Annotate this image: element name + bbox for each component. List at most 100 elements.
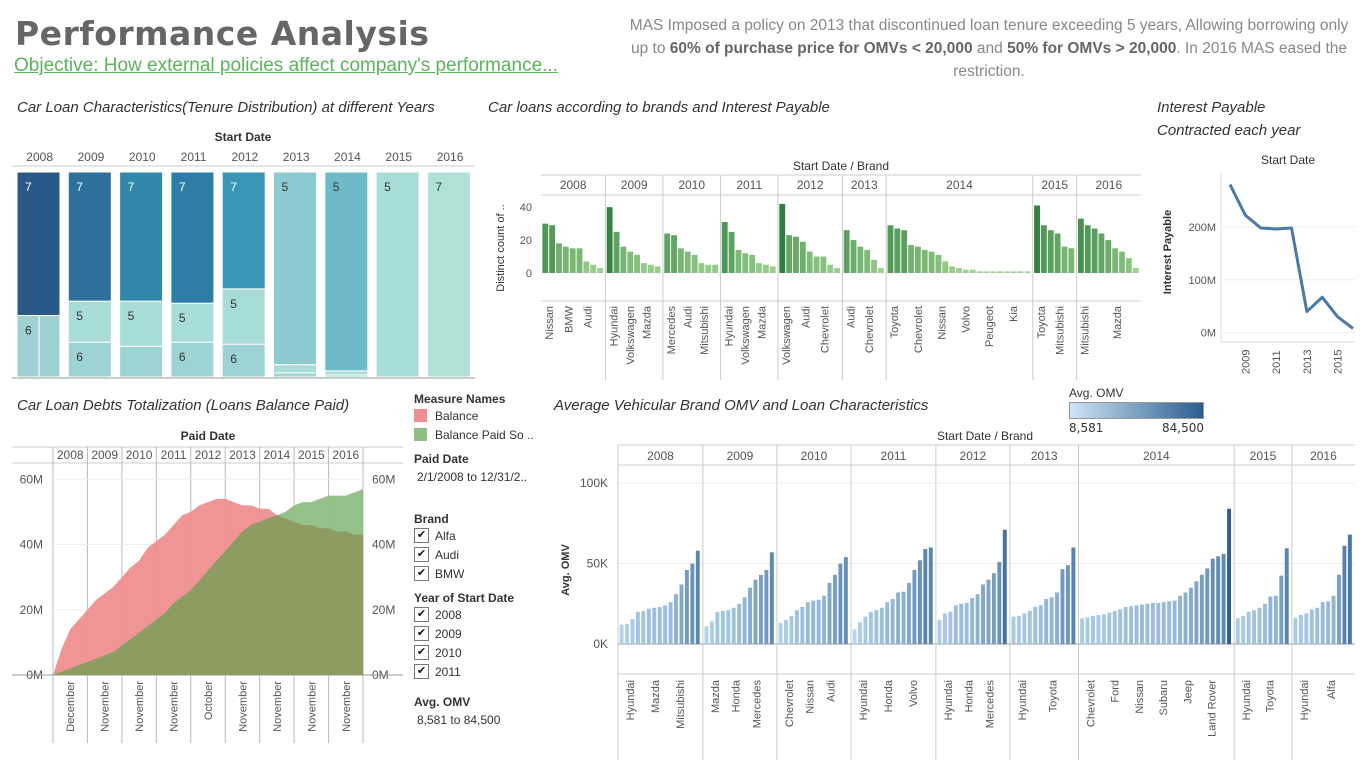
brand-filter-item[interactable]: ✔ Alfa <box>414 526 549 545</box>
omv-bar <box>1112 611 1117 644</box>
brands-bar <box>698 263 705 273</box>
omv-bar <box>1326 601 1331 644</box>
brands-brand-tick: Hyundai <box>608 306 620 346</box>
debts-x-tick: November <box>100 681 112 732</box>
brands-bar <box>762 264 769 273</box>
brands-bar <box>671 235 677 273</box>
omv-brand-tick: Hyundai <box>625 680 637 720</box>
brands-brand-tick: Toyota <box>889 305 901 338</box>
tenure-bar-label: 7 <box>76 180 83 194</box>
omv-bar <box>1293 618 1298 644</box>
brands-brand-tick: Chevrolet <box>820 306 832 353</box>
policy-note: MAS Imposed a policy on 2013 that discon… <box>620 14 1358 83</box>
checkbox-checked-icon[interactable]: ✔ <box>414 664 429 679</box>
year-filter-label: 2009 <box>435 626 462 641</box>
brands-bar <box>1098 233 1105 273</box>
brands-bar <box>641 263 647 273</box>
omv-bar <box>1241 615 1246 644</box>
paid-date-filter[interactable]: 2/1/2008 to 12/31/2.. <box>417 470 528 484</box>
debts-year-label: 2009 <box>91 448 118 462</box>
year-filter-item[interactable]: ✔ 2010 <box>414 643 549 662</box>
policy-bold-1: 60% of purchase price for OMVs < 20,000 <box>669 40 973 57</box>
brands-chart[interactable]: Start Date / Brand Distinct count of .. 0 2… <box>488 152 1148 382</box>
year-filter-item[interactable]: ✔ 2008 <box>414 605 549 624</box>
objective-link[interactable]: Objective: How external policies affect … <box>14 55 558 76</box>
brands-bar <box>956 268 962 273</box>
avg-omv-filter[interactable]: 8,581 to 84,500 <box>417 713 501 727</box>
brands-brand-tick: Mercedes <box>666 306 678 355</box>
measure-names-title: Measure Names <box>414 392 506 406</box>
brands-brand-tick: Audi <box>683 306 695 328</box>
debts-y-tick-left: 40M <box>20 538 43 552</box>
brands-bar <box>969 269 976 273</box>
omv-bar <box>1298 615 1303 644</box>
brands-bar <box>779 203 786 273</box>
checkbox-checked-icon[interactable]: ✔ <box>414 645 429 660</box>
checkbox-checked-icon[interactable]: ✔ <box>414 626 429 641</box>
omv-brand-tick: Hyundai <box>1241 680 1253 720</box>
debts-chart[interactable]: Paid Date 2008 2009 2010 2011 2012 2013 2014 201… <box>10 425 405 745</box>
omv-brand-tick: Hyundai <box>1299 680 1311 720</box>
interest-y-axis-label: Interest Payable <box>1162 210 1174 294</box>
brands-bar <box>769 266 776 273</box>
omv-bar <box>1257 607 1262 644</box>
balance-swatch <box>414 409 427 422</box>
omv-bar <box>868 611 873 644</box>
brands-bar <box>1034 205 1040 273</box>
brands-brand-tick: Mitsubishi <box>1080 306 1092 355</box>
omv-bar <box>874 610 879 644</box>
brand-filter-item[interactable]: ✔ BMW <box>414 564 549 583</box>
omv-year-label: 2009 <box>727 449 754 463</box>
brand-filter-item[interactable]: ✔ Audi <box>414 545 549 564</box>
brands-brand-tick: Peugeot <box>984 306 996 347</box>
omv-bar <box>679 584 684 644</box>
omv-bar <box>1049 597 1054 644</box>
brands-bar <box>887 225 894 273</box>
interest-x-tick: 2013 <box>1302 350 1314 374</box>
policy-text-2: and <box>972 40 1008 57</box>
legend-item-balance[interactable]: Balance <box>414 406 549 425</box>
omv-bar <box>1027 611 1032 644</box>
omv-bar <box>668 602 673 644</box>
omv-bar <box>975 594 980 644</box>
omv-bar <box>1022 613 1027 644</box>
brands-year-label: 2016 <box>1095 178 1122 192</box>
debts-year-label: 2015 <box>298 448 325 462</box>
omv-brand-tick: Mazda <box>650 679 662 713</box>
year-filter-item[interactable]: ✔ 2009 <box>414 624 549 643</box>
omv-brand-tick: Nissan <box>1134 680 1146 714</box>
paid-date-title: Paid Date <box>414 452 469 466</box>
tenure-bar-label: 6 <box>179 350 186 364</box>
omv-bar <box>1188 587 1193 644</box>
brands-sheet-title: Car loans according to brands and Intere… <box>488 99 830 116</box>
interest-chart[interactable]: Start Date Interest Payable 0M 100M 200M 2009… <box>1155 150 1360 380</box>
checkbox-checked-icon[interactable]: ✔ <box>414 547 429 562</box>
brands-brand-tick: Hyundai <box>723 306 735 346</box>
omv-bar <box>742 597 747 644</box>
omv-bar <box>1320 602 1325 644</box>
omv-chart[interactable]: Start Date / Brand Avg. OMV 0K 50K 100K 2008 H… <box>555 425 1360 760</box>
tenure-chart[interactable]: Start Date 2008 6 7 2009 6 5 7 2010 5 7 2011 6 5 7 2012… <box>10 125 480 385</box>
omv-bar <box>822 595 827 644</box>
checkbox-checked-icon[interactable]: ✔ <box>414 607 429 622</box>
legend-item-balance-paid[interactable]: Balance Paid So .. <box>414 425 549 444</box>
brands-bar <box>576 248 583 273</box>
omv-bar <box>800 606 805 644</box>
omv-bar <box>720 611 725 644</box>
brands-bar <box>928 251 935 273</box>
checkbox-checked-icon[interactable]: ✔ <box>414 528 429 543</box>
debts-x-tick: November <box>341 681 353 732</box>
tenure-header-title: Start Date <box>215 130 272 144</box>
year-filter-item[interactable]: ✔ 2011 <box>414 662 549 681</box>
omv-year-label: 2012 <box>960 449 987 463</box>
brands-bar <box>1061 246 1068 273</box>
omv-brand-tick: Alfa <box>1326 679 1338 699</box>
checkbox-checked-icon[interactable]: ✔ <box>414 566 429 581</box>
tenure-bar-segment <box>170 171 215 304</box>
tenure-bar-segment <box>426 171 471 378</box>
tenure-year-label: 2014 <box>334 150 361 164</box>
year-filter-title: Year of Start Date <box>414 591 515 605</box>
brands-bar <box>647 264 654 273</box>
omv-bar <box>641 611 646 644</box>
brands-bar <box>1047 230 1054 273</box>
